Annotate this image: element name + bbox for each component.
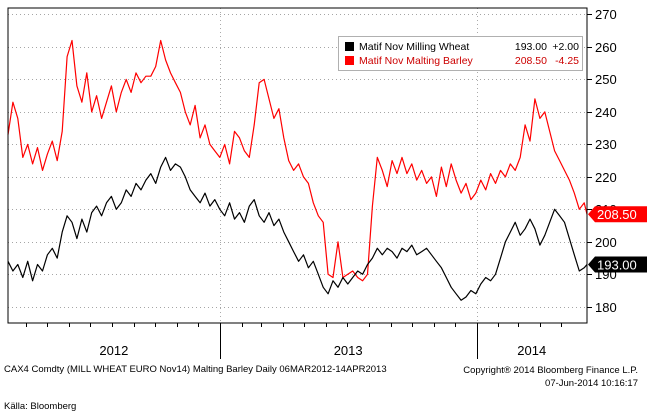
legend-label-malting-barley: Matif Nov Malting Barley (359, 55, 473, 68)
legend-entry-malting-barley: Matif Nov Malting Barley 208.50 -4.25 (345, 54, 579, 68)
series-line-milling-wheat (7, 156, 588, 301)
legend-change-malting-barley: -4.25 (555, 55, 579, 68)
legend-swatch-malting-barley (345, 55, 354, 65)
timestamp-text: 07-Jun-2014 10:16:17 (545, 378, 638, 389)
line-chart: 1801902002102202302402502602702012201320… (7, 7, 647, 359)
legend-swatch-milling-wheat (345, 41, 354, 51)
plot-frame (7, 7, 588, 324)
y-tick-label: 260 (595, 40, 617, 55)
y-tick-label: 180 (595, 300, 617, 315)
source-note: Källa: Bloomberg (4, 401, 77, 412)
last-value-tag-milling-wheat: 193.00 (588, 256, 647, 273)
last-value-text: 193.00 (597, 258, 637, 273)
legend-entry-milling-wheat: Matif Nov Milling Wheat 193.00 +2.00 (345, 40, 579, 54)
last-value-text: 208.50 (597, 207, 637, 222)
series-line-malting-barley (7, 39, 588, 282)
y-tick-label: 270 (595, 7, 617, 22)
legend-last-milling-wheat: 193.00 (514, 41, 547, 54)
y-tick-label: 230 (595, 137, 617, 152)
last-value-tag-bg (588, 256, 647, 273)
legend-label-milling-wheat: Matif Nov Milling Wheat (359, 41, 470, 54)
last-value-tag-malting-barley: 208.50 (588, 206, 647, 223)
legend-last-malting-barley: 208.50 (514, 55, 547, 68)
chart-credits: Copyright® 2014 Bloomberg Finance L.P. 0… (463, 364, 638, 390)
x-period-label: 2014 (517, 343, 546, 358)
x-period-label: 2013 (334, 343, 363, 358)
chart-legend: Matif Nov Milling Wheat 193.00 +2.00 Matif… (338, 36, 583, 71)
last-value-labels: 193.00 208.50 (588, 206, 647, 273)
chart-description: CAX4 Comdty (MILL WHEAT EURO Nov14) Malt… (4, 364, 387, 375)
legend-change-milling-wheat: +2.00 (552, 41, 579, 54)
last-value-tag-bg (588, 206, 647, 223)
y-tick-label: 200 (595, 235, 617, 250)
y-tick-label: 250 (595, 72, 617, 87)
x-period-label: 2012 (99, 343, 128, 358)
chart-series-layer (7, 39, 588, 301)
y-tick-label: 240 (595, 105, 617, 120)
copyright-text: Copyright® 2014 Bloomberg Finance L.P. (463, 365, 638, 376)
y-tick-label: 220 (595, 170, 617, 185)
